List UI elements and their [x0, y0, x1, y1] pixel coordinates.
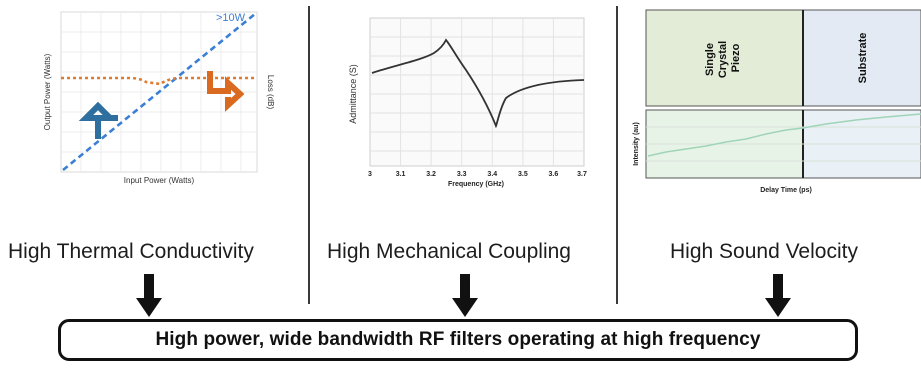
panel-divider-left: [308, 6, 310, 304]
down-arrow-icon: [451, 274, 479, 318]
panel-divider-right: [616, 6, 618, 304]
thermal-chart: >10W Output Power (Watts) Loss (dB) Inpu…: [20, 6, 290, 186]
down-arrow-icon: [764, 274, 792, 318]
velocity-diagram: Single Crystal Piezo Substrate Intensity…: [626, 6, 921, 206]
piezo-label: Single Crystal Piezo: [704, 38, 742, 78]
tick-label: 3.4: [487, 171, 497, 178]
tick-label: 3.7: [577, 171, 587, 178]
admittance-x-ticks: 3 3.1 3.2 3.3 3.4 3.5 3.6 3.7: [368, 171, 587, 178]
intensity-y-label: Intensity (au): [633, 122, 640, 166]
admittance-chart: Admittance (S) 3 3.1 3.2 3.3 3.4 3.5 3.6…: [326, 8, 606, 198]
result-box: High power, wide bandwidth RF filters op…: [58, 319, 858, 361]
admittance-y-label: Admittance (S): [348, 64, 358, 124]
result-text: High power, wide bandwidth RF filters op…: [155, 329, 760, 351]
thermal-heading: High Thermal Conductivity: [8, 240, 254, 264]
tick-label: 3.6: [549, 171, 559, 178]
admittance-x-label: Frequency (GHz): [448, 181, 504, 188]
delay-x-label: Delay Time (ps): [760, 187, 812, 194]
tick-label: 3.1: [396, 171, 406, 178]
tick-label: 3.5: [518, 171, 528, 178]
tick-label: 3.2: [426, 171, 436, 178]
down-arrow-icon: [135, 274, 163, 318]
substrate-label: Substrate: [857, 33, 869, 84]
tick-label: 3.3: [457, 171, 467, 178]
tick-label: 3: [368, 171, 372, 178]
thermal-x-label: Input Power (Watts): [124, 176, 195, 185]
coupling-heading: High Mechanical Coupling: [327, 240, 571, 264]
thermal-y-right-label: Loss (dB): [266, 75, 275, 110]
thermal-y-label: Output Power (Watts): [43, 53, 52, 130]
velocity-heading: High Sound Velocity: [670, 240, 858, 264]
power-annotation: >10W: [216, 12, 246, 24]
